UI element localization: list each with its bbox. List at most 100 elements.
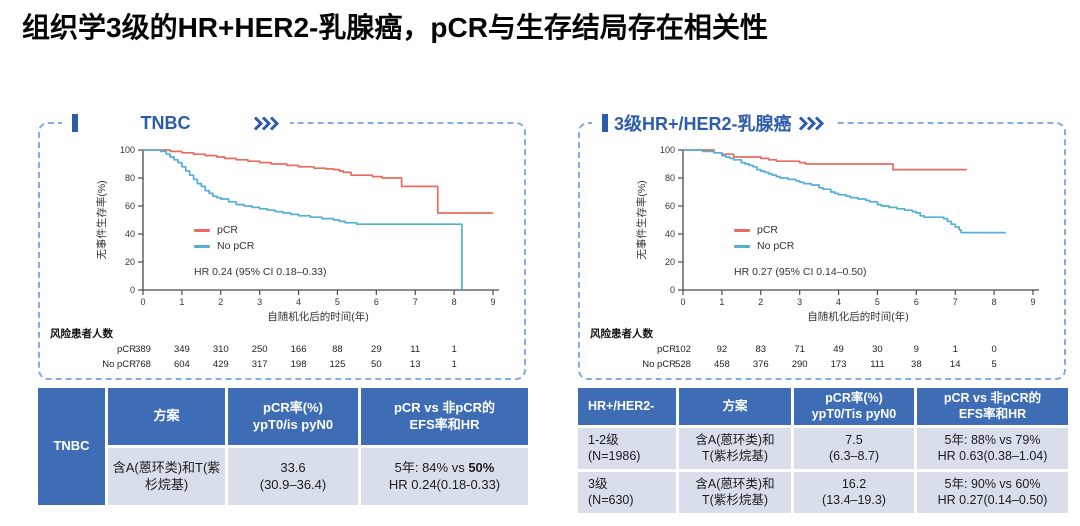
risk-count: 250 (252, 344, 268, 355)
panel-hrher2: 3级HR+/HER2-乳腺癌 0 20 40 60 80 100 0 1 2 3 4 5 6 7 8 9 自随机… (578, 111, 1066, 380)
column-header-efs-hr: pCR vs 非pCR的 EFS率和HR (361, 388, 528, 445)
risk-count: 173 (831, 359, 847, 370)
cell-plan: 含A(蒽环类)和 T(紫杉烷基) (679, 428, 791, 469)
x-tick-label: 4 (296, 297, 301, 307)
risk-count: 1 (451, 344, 456, 355)
cell-plan: 含A(蒽环类)和 T(紫杉烷基) (679, 472, 791, 513)
risk-count: 88 (332, 344, 343, 355)
summary-table-tnbc: TNBC 方案 pCR率(%) ypT0/is pyN0 pCR vs 非pCR… (38, 388, 528, 505)
km-chart-tnbc: 0 20 40 60 80 100 0 1 2 3 4 5 6 7 8 9 自随机化后的时间(年) 无事件生存率(… (48, 140, 520, 376)
km-chart-tnbc-svg: 0 20 40 60 80 100 0 1 2 3 4 5 6 7 8 9 自随机化后的时间(年) 无事件生存率(… (50, 145, 499, 370)
column-header-pcr-rate: pCR率(%) ypT0/is pyN0 (228, 388, 358, 445)
x-tick-label: 0 (140, 297, 145, 307)
hr-annotation-tnbc: HR 0.24 (95% CI 0.18–0.33) (194, 266, 327, 278)
x-tick-label: 6 (374, 297, 379, 307)
x-tick-label: 6 (914, 297, 919, 307)
risk-count: 376 (753, 359, 769, 370)
risk-count: 125 (330, 359, 346, 370)
legend-item-nopcr: No pCR (194, 240, 254, 252)
risk-row-name: No pCR (642, 359, 676, 370)
cell-efs-hr: 5年: 90% vs 60% HR 0.27(0.14–0.50) (917, 472, 1068, 513)
risk-count: 11 (410, 344, 420, 355)
y-tick-label: 40 (125, 229, 135, 239)
column-header-efs-hr: pCR vs 非pCR的 EFS率和HR (917, 388, 1068, 425)
x-tick-label: 4 (836, 297, 841, 307)
risk-count: 92 (717, 344, 728, 355)
risk-count: 166 (291, 344, 307, 355)
km-curve-pcr (683, 149, 967, 171)
risk-count: 13 (410, 359, 421, 370)
risk-row-name: No pCR (102, 359, 136, 370)
y-tick-label: 0 (130, 285, 135, 295)
y-tick-label: 40 (665, 229, 675, 239)
legend-label-pcr: pCR (217, 224, 239, 236)
nopcr-line-swatch (194, 244, 210, 248)
x-tick-label: 7 (953, 297, 958, 307)
km-curve-no-pcr (143, 149, 463, 290)
hr-annotation-hrher2: HR 0.27 (95% CI 0.14–0.50) (734, 266, 867, 278)
y-axis-title: 无事件生存率(%) (95, 180, 108, 259)
risk-count: 1 (451, 359, 456, 370)
risk-count: 111 (870, 359, 884, 370)
triple-chevron-icon (253, 115, 280, 131)
risk-count: 528 (675, 359, 691, 370)
header-bar-icon (602, 114, 608, 132)
risk-count: 429 (213, 359, 229, 370)
risk-count: 29 (371, 344, 382, 355)
summary-table-hrher2: HR+/HER2- 方案 pCR率(%) ypT0/Tis pyN0 pCR v… (578, 388, 1068, 513)
cell-pcr-rate: 7.5 (6.3–8.7) (794, 428, 914, 469)
legend-item-pcr: pCR (734, 224, 794, 236)
risk-row-name: pCR (657, 344, 676, 355)
km-chart-hrher2: 0 20 40 60 80 100 0 1 2 3 4 5 6 7 8 9 自随机化后的时间(年) 无事件生存率(… (588, 140, 1060, 376)
km-curve-pcr (143, 149, 493, 214)
pcr-line-swatch (194, 228, 210, 232)
risk-count: 38 (911, 359, 922, 370)
number-at-risk-label: 风险患者人数 (50, 327, 113, 340)
risk-count: 5 (991, 359, 996, 370)
column-header-plan: 方案 (108, 388, 225, 445)
x-tick-label: 5 (335, 297, 340, 307)
legend-item-pcr: pCR (194, 224, 254, 236)
y-tick-label: 60 (125, 201, 135, 211)
panel-tnbc-header: TNBC (62, 111, 290, 135)
table-row-header-tnbc: TNBC (38, 388, 105, 505)
y-tick-label: 20 (125, 257, 135, 267)
cell-grade-3: 3级 (N=630) (578, 472, 676, 513)
risk-count: 30 (872, 344, 883, 355)
cell-pcr-rate: 16.2 (13.4–19.3) (794, 472, 914, 513)
x-tick-label: 9 (490, 297, 495, 307)
y-tick-label: 100 (120, 145, 135, 155)
risk-count: 310 (213, 344, 229, 355)
risk-count: 389 (135, 344, 151, 355)
legend-item-nopcr: No pCR (734, 240, 794, 252)
risk-count: 102 (675, 344, 691, 355)
risk-count: 49 (833, 344, 844, 355)
km-chart-hrher2-svg: 0 20 40 60 80 100 0 1 2 3 4 5 6 7 8 9 自随机化后的时间(年) 无事件生存率(… (590, 145, 1039, 370)
risk-count: 290 (792, 359, 808, 370)
x-axis-title: 自随机化后的时间(年) (807, 310, 909, 323)
risk-count: 71 (794, 344, 805, 355)
legend-hrher2: pCR No pCR (734, 224, 794, 252)
cell-efs-hr: 5年: 84% vs 50% HR 0.24(0.18-0.33) (361, 448, 528, 505)
cell-pcr-rate: 33.6 (30.9–36.4) (228, 448, 358, 505)
risk-count: 0 (991, 344, 996, 355)
risk-count: 768 (135, 359, 151, 370)
number-at-risk-label: 风险患者人数 (590, 327, 653, 340)
y-tick-label: 20 (665, 257, 675, 267)
risk-count: 317 (252, 359, 268, 370)
cell-grade-1-2: 1-2级 (N=1986) (578, 428, 676, 469)
x-tick-label: 9 (1030, 297, 1035, 307)
pcr-line-swatch (734, 228, 750, 232)
panel-hrher2-header: 3级HR+/HER2-乳腺癌 (592, 111, 835, 135)
x-tick-label: 8 (992, 297, 997, 307)
x-tick-label: 5 (875, 297, 880, 307)
legend-label-nopcr: No pCR (757, 240, 795, 252)
nopcr-line-swatch (734, 244, 750, 248)
x-tick-label: 3 (797, 297, 802, 307)
cell-plan: 含A(蒽环类)和T(紫杉烷基) (108, 448, 225, 505)
legend-label-nopcr: No pCR (217, 240, 255, 252)
risk-count: 14 (950, 359, 961, 370)
column-header-pcr-rate: pCR率(%) ypT0/Tis pyN0 (794, 388, 914, 425)
legend-tnbc: pCR No pCR (194, 224, 254, 252)
risk-count: 458 (714, 359, 730, 370)
